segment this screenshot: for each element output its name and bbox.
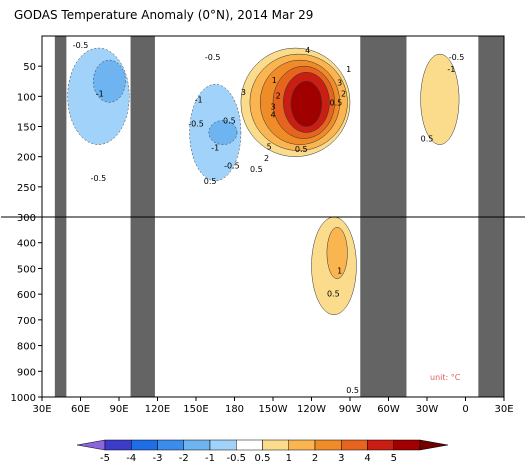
anomaly-region-9 [93,59,126,103]
contour-label: 0.5 [327,290,340,299]
colorbar-tick-label: -3 [153,453,163,464]
x-tick-label: 60E [71,404,90,415]
x-tick-label: 120W [297,404,326,415]
colorbar-swatch [341,439,368,451]
x-tick-label: 150W [259,404,288,415]
y-tick-label: 50 [23,62,36,73]
colorbar-tick-label: -4 [126,453,136,464]
axes: 30E 60E 90E 120E 150E 180 150W 120W 90W 60W 30W 0 30… [11,62,514,415]
colorbar-swatch [367,439,394,451]
x-tick-label: 90E [109,404,128,415]
x-tick-label: 180 [225,404,244,415]
contour-label: -1 [447,65,455,74]
colorbar-swatch [209,439,237,451]
contour-label: 0.5 [250,165,263,174]
colorbar-swatch [262,439,289,451]
y-tick-label: 600 [17,290,36,301]
contour-label: 3 [270,103,275,112]
colorbar-swatch [393,439,421,451]
anomaly-region-7 [326,227,348,279]
colorbar-tick-label: 4 [364,453,370,464]
y-tick-label: 1000 [11,393,36,404]
colorbar-tick-label: -0.5 [226,453,246,464]
chart-title: GODAS Temperature Anomaly (0°N), 2014 Ma… [14,8,313,22]
contour-label: 0.5 [346,386,359,395]
colorbar-swatch [104,439,132,451]
colorbar-tick-label: -2 [179,453,189,464]
contour-labels: -0.5-1-0.5-0.5-1-0.50.5-1-0.50.531342432… [73,41,465,395]
y-tick-label: 700 [17,316,36,327]
contour-label: 4 [305,46,310,55]
contour-label: 5 [267,142,272,151]
anomaly-region-11 [208,120,238,145]
y-tick-label: 250 [17,183,36,194]
colorbar-tick-label: -5 [100,453,110,464]
contour-label: -0.5 [205,53,221,62]
colorbar-swatch [183,439,211,451]
y-tick-label: 900 [17,367,36,378]
contour-label: -0.5 [449,53,465,62]
y-tick-label: 150 [17,123,36,134]
contour-label: 2 [341,89,346,98]
y-tick-label: 300 [17,213,36,224]
colorbar-tick-label: 5 [391,453,397,464]
contour-label: 0.5 [295,145,308,154]
contour-label: -0.5 [73,41,89,50]
colorbar-swatch [131,439,158,451]
contour-label: 1 [337,267,342,276]
contour-label: -0.5 [188,120,204,129]
plot-area [1,35,525,398]
contour-label: 0.5 [421,135,434,144]
colorbar-swatch [236,439,263,451]
contour-label: 0.5 [223,116,236,125]
colorbar-swatch [288,439,316,451]
colorbar-tick-label: 2 [312,453,318,464]
contour-label: -0.5 [224,162,240,171]
colorbar-tick-label: 3 [338,453,344,464]
y-tick-label: 400 [17,239,36,250]
y-tick-label: 800 [17,342,36,353]
x-tick-label: 30W [416,404,439,415]
y-tick-label: 100 [17,92,36,103]
x-tick-label: 0 [462,404,468,415]
y-tick-label: 500 [17,264,36,275]
contour-label: -0.5 [91,174,107,183]
y-tick-label: 200 [17,153,36,164]
contour-label: 3 [337,78,342,87]
colorbar-tick-label: 1 [286,453,292,464]
x-tick-label: 120E [145,404,170,415]
colorbar-tick-label: -1 [205,453,215,464]
x-tick-label: 30E [32,404,51,415]
contour-label: -1 [195,95,203,104]
contour-label: 0.5 [330,98,343,107]
contour-label: 2 [276,92,281,101]
contour-label: 1 [272,76,277,85]
contour-label: -1 [96,89,104,98]
contour-label: 2 [264,154,269,163]
colorbar-swatch [314,439,342,451]
x-tick-label: 60W [377,404,400,415]
contour-label: 3 [241,88,246,97]
x-tick-label: 30E [494,404,513,415]
x-tick-label: 150E [183,404,208,415]
unit-note: unit: °C [430,373,461,382]
colorbar-right-arrow [419,439,449,451]
colorbar: -5 -4 -3 -2 -1 -0.5 0.5 1 2 3 4 5 [76,439,449,464]
x-tick-label: 90W [339,404,362,415]
colorbar-swatch [157,439,184,451]
contour-label: 0.5 [204,177,217,186]
colorbar-tick-label: 0.5 [255,453,271,464]
anomaly-region-5 [290,81,323,127]
anomaly-region-12 [420,53,460,145]
colorbar-left-arrow [76,439,106,451]
contour-label: 4 [270,110,275,119]
contour-label: 1 [346,65,351,74]
contour-label: -1 [211,144,219,153]
